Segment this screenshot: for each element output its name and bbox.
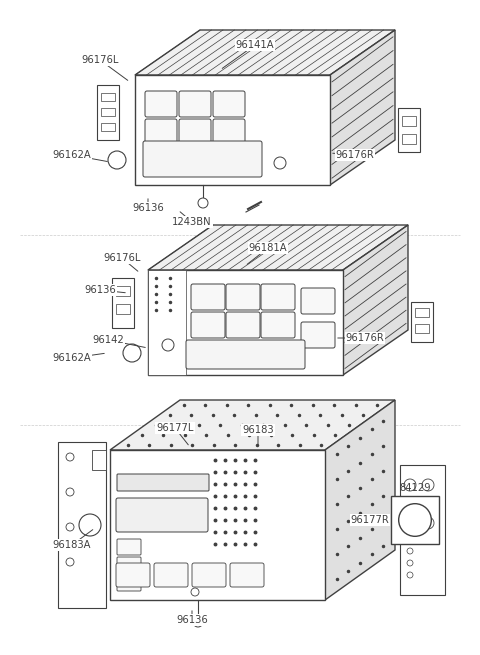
Bar xyxy=(116,304,130,314)
Circle shape xyxy=(108,151,126,169)
FancyBboxPatch shape xyxy=(179,91,211,117)
Circle shape xyxy=(407,560,413,566)
Circle shape xyxy=(79,514,101,536)
Text: 96183A: 96183A xyxy=(53,540,91,550)
Circle shape xyxy=(191,588,199,596)
FancyBboxPatch shape xyxy=(179,119,211,145)
Circle shape xyxy=(198,198,208,208)
Circle shape xyxy=(407,572,413,578)
FancyBboxPatch shape xyxy=(191,312,225,338)
Bar xyxy=(97,85,119,140)
Circle shape xyxy=(407,548,413,554)
FancyBboxPatch shape xyxy=(116,563,150,587)
FancyBboxPatch shape xyxy=(186,340,305,369)
Circle shape xyxy=(274,157,286,169)
Text: 1243BN: 1243BN xyxy=(172,217,212,227)
Bar xyxy=(116,286,130,296)
Bar xyxy=(110,450,325,600)
Bar xyxy=(415,308,429,317)
Circle shape xyxy=(66,558,74,566)
Polygon shape xyxy=(148,225,408,270)
Text: 96177L: 96177L xyxy=(156,423,194,433)
Polygon shape xyxy=(343,225,408,375)
Text: 96181A: 96181A xyxy=(249,243,288,253)
FancyBboxPatch shape xyxy=(117,474,209,491)
Text: 96176L: 96176L xyxy=(103,253,141,263)
Circle shape xyxy=(123,344,141,362)
FancyBboxPatch shape xyxy=(213,119,245,145)
Bar xyxy=(402,134,416,144)
Text: 96136: 96136 xyxy=(132,203,164,213)
Circle shape xyxy=(66,453,74,461)
Bar xyxy=(58,442,106,608)
FancyBboxPatch shape xyxy=(145,91,177,117)
FancyBboxPatch shape xyxy=(261,284,295,310)
Text: 96177R: 96177R xyxy=(350,515,389,525)
Text: 96176R: 96176R xyxy=(346,333,384,343)
FancyBboxPatch shape xyxy=(226,284,260,310)
Text: 96176R: 96176R xyxy=(336,150,374,160)
FancyBboxPatch shape xyxy=(226,312,260,338)
Text: 84129: 84129 xyxy=(399,483,431,493)
Bar xyxy=(411,302,433,342)
Text: 96141A: 96141A xyxy=(236,40,274,50)
FancyBboxPatch shape xyxy=(117,539,141,555)
Circle shape xyxy=(66,523,74,531)
Bar xyxy=(148,270,343,375)
Bar xyxy=(112,278,134,328)
Bar xyxy=(101,93,115,101)
Circle shape xyxy=(422,517,434,529)
FancyBboxPatch shape xyxy=(154,563,188,587)
Circle shape xyxy=(404,517,416,529)
FancyBboxPatch shape xyxy=(143,141,262,177)
Text: 96136: 96136 xyxy=(176,615,208,625)
Text: 96162A: 96162A xyxy=(53,353,91,363)
Circle shape xyxy=(404,479,416,491)
FancyBboxPatch shape xyxy=(261,312,295,338)
Bar xyxy=(92,450,106,470)
Polygon shape xyxy=(330,30,395,185)
Circle shape xyxy=(193,617,203,627)
Bar xyxy=(135,75,330,185)
Text: 96176L: 96176L xyxy=(81,55,119,65)
Polygon shape xyxy=(110,400,395,450)
FancyBboxPatch shape xyxy=(116,498,208,532)
Bar xyxy=(415,324,429,333)
Text: 96142: 96142 xyxy=(92,335,124,345)
FancyBboxPatch shape xyxy=(191,284,225,310)
Polygon shape xyxy=(325,400,395,600)
FancyBboxPatch shape xyxy=(301,322,335,348)
Bar xyxy=(101,123,115,131)
Text: 96162A: 96162A xyxy=(53,150,91,160)
FancyBboxPatch shape xyxy=(145,119,177,145)
FancyBboxPatch shape xyxy=(192,563,226,587)
Circle shape xyxy=(162,339,174,351)
Bar xyxy=(398,108,420,152)
Bar xyxy=(391,496,439,544)
Circle shape xyxy=(66,488,74,496)
FancyBboxPatch shape xyxy=(117,575,141,591)
Text: 96136: 96136 xyxy=(84,285,116,295)
FancyBboxPatch shape xyxy=(230,563,264,587)
Bar xyxy=(400,465,445,595)
Bar xyxy=(402,116,416,126)
Text: 96183: 96183 xyxy=(242,425,274,435)
Ellipse shape xyxy=(399,504,432,536)
FancyBboxPatch shape xyxy=(301,288,335,314)
Polygon shape xyxy=(135,30,395,75)
FancyBboxPatch shape xyxy=(213,91,245,117)
Circle shape xyxy=(422,479,434,491)
Bar xyxy=(101,108,115,116)
Bar xyxy=(148,270,186,375)
FancyBboxPatch shape xyxy=(117,557,141,573)
